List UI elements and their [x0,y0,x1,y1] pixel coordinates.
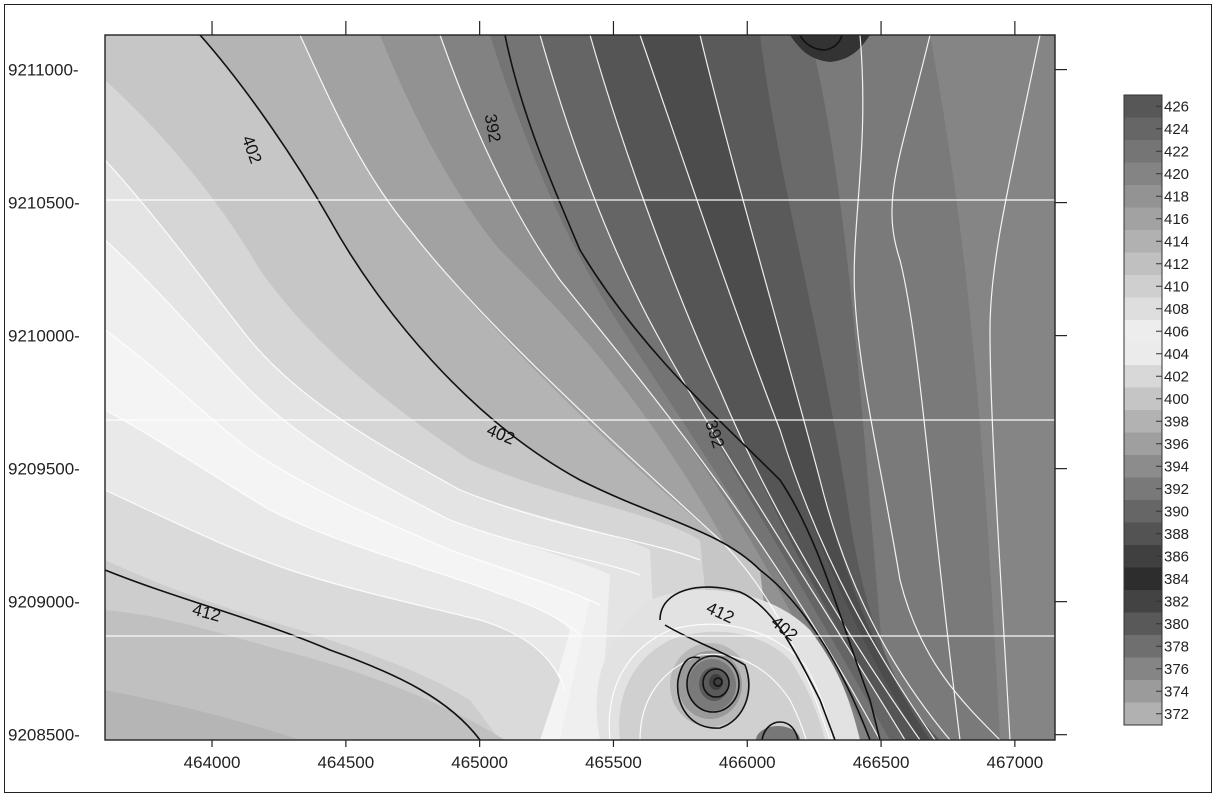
colorbar-label: 390 [1164,503,1189,520]
colorbar-swatch [1124,230,1162,253]
y-tick-label: 9211000- [8,61,79,80]
colorbar-label: 404 [1164,346,1189,363]
colorbar-swatch [1124,410,1162,433]
colorbar-label: 420 [1164,166,1189,183]
contour-fill [105,35,1055,740]
colorbar-swatch [1124,320,1162,343]
x-axis: 464000 464500 465000 465500 466000 466500 4670… [184,21,1043,772]
x-tick-label: 466500 [853,753,910,772]
contour-label-text: 392 [481,113,505,144]
colorbar-label: 396 [1164,436,1189,453]
colorbar-label: 414 [1164,233,1189,250]
colorbar-swatch [1124,657,1162,681]
colorbar-label: 394 [1164,458,1189,475]
colorbar-swatch [1124,365,1162,388]
y-tick-label: 9209000- [8,593,80,612]
colorbar-label: 402 [1164,368,1189,385]
colorbar-swatch [1124,95,1162,118]
colorbar-label: 382 [1164,593,1189,610]
colorbar-label: 400 [1164,391,1189,408]
colorbar-swatch [1124,522,1162,546]
colorbar-label: 408 [1164,301,1189,318]
y-tick-label: 9208500- [8,726,80,745]
colorbar-label: 406 [1164,323,1189,340]
colorbar-swatch [1124,590,1162,613]
colorbar-swatch [1124,342,1162,366]
colorbar-label: 426 [1164,98,1189,115]
x-tick-label: 467000 [986,753,1043,772]
colorbar-label: 392 [1164,481,1189,498]
colorbar-swatch [1124,140,1162,163]
x-tick-label: 464500 [317,753,374,772]
colorbar-label: 410 [1164,278,1189,295]
colorbar-swatch [1124,612,1162,636]
colorbar-swatch [1124,567,1162,591]
x-tick-label: 465500 [585,753,642,772]
plot-border [104,34,1056,741]
colorbar-label: 424 [1164,121,1189,138]
y-tick-label: 9209500- [8,460,80,479]
colorbar-label: 412 [1164,256,1189,273]
y-tick-label: 9210500- [8,194,80,213]
colorbar-label: 378 [1164,638,1189,655]
contour-label: 392 [481,113,505,144]
y-tick-label: 9210000- [8,327,80,346]
colorbar-border [1123,94,1163,726]
colorbar-swatch [1124,635,1162,658]
x-tick-label: 466000 [719,753,776,772]
colorbar-swatch [1124,702,1162,726]
x-tick-label: 464000 [184,753,241,772]
colorbar-swatch [1124,185,1162,208]
colorbar-label: 380 [1164,616,1189,633]
colorbar-swatch [1124,500,1162,523]
colorbar-swatch [1124,545,1162,568]
y-axis: 9208500- 9209000- 9209500- 9210000- 9210500-… [8,61,1067,745]
colorbar-label: 398 [1164,413,1189,430]
colorbar-swatch [1124,477,1162,501]
colorbar-label: 372 [1164,706,1189,723]
colorbar-label: 418 [1164,188,1189,205]
colorbar-swatch [1124,117,1162,141]
colorbar-label: 386 [1164,548,1189,565]
colorbar-swatch [1124,387,1162,411]
colorbar-swatch [1124,680,1162,703]
colorbar-label: 416 [1164,211,1189,228]
colorbar-swatch [1124,297,1162,321]
colorbar-label: 384 [1164,571,1189,588]
colorbar-swatch [1124,455,1162,478]
colorbar-swatch [1124,252,1162,276]
colorbar-swatch [1124,162,1162,186]
colorbar-swatch [1124,207,1162,231]
colorbar-label: 388 [1164,526,1189,543]
x-tick-label: 465000 [451,753,508,772]
colorbar: 426 424 422 420 418 416 414 412 410 408 406 404 402 4… [1123,94,1189,726]
colorbar-swatch [1124,275,1162,298]
colorbar-swatch [1124,432,1162,456]
colorbar-label: 422 [1164,143,1189,160]
colorbar-label: 374 [1164,683,1189,700]
colorbar-label: 376 [1164,661,1189,678]
